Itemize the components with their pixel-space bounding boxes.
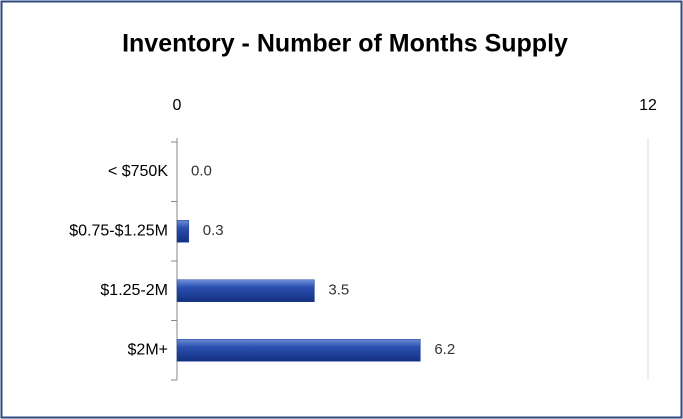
value-label: 0.3 (203, 222, 224, 239)
x-tick-label: 12 (639, 97, 657, 114)
value-label: 6.2 (434, 341, 455, 358)
value-label: 0.0 (191, 163, 212, 180)
y-tick-label: $1.25-2M (100, 282, 168, 299)
x-tick-label: 0 (173, 97, 182, 114)
y-tick-label: $0.75-$1.25M (69, 222, 168, 239)
chart-title: Inventory - Number of Months Supply (122, 30, 568, 58)
y-tick-label: $2M+ (128, 341, 168, 358)
value-label: 3.5 (328, 282, 349, 299)
bar (176, 339, 421, 362)
bar (176, 220, 190, 243)
y-tick-label: < $750K (108, 163, 168, 180)
bar (176, 279, 315, 302)
